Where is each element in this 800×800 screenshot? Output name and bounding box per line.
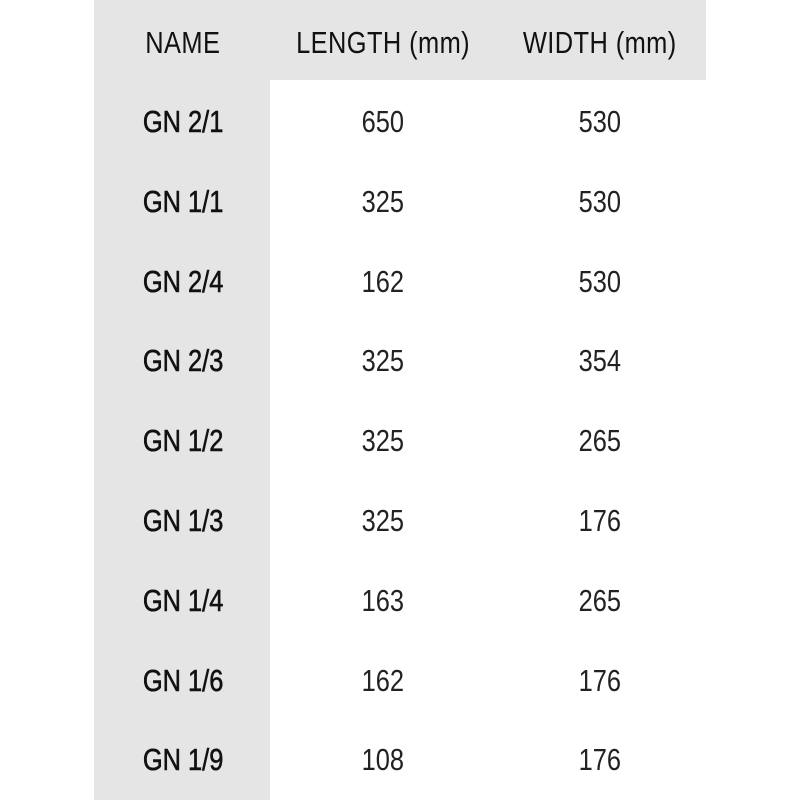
width-cell-text: 530: [578, 183, 622, 219]
length-cell: 325: [273, 321, 493, 401]
length-cell: 325: [273, 162, 493, 242]
width-cell-text: 354: [578, 343, 622, 379]
width-cell: 265: [490, 561, 710, 641]
column-header-name-text: NAME: [145, 25, 221, 60]
length-cell: 325: [273, 401, 493, 481]
width-cell-text: 530: [578, 263, 622, 299]
name-cell-text: GN 1/4: [142, 582, 224, 618]
name-column-background: [94, 0, 270, 800]
length-cell-text: 162: [361, 662, 405, 698]
column-header-name: NAME: [73, 3, 293, 83]
name-cell: GN 2/3: [73, 321, 293, 401]
name-cell: GN 1/2: [73, 401, 293, 481]
width-cell: 530: [490, 242, 710, 322]
name-cell-text: GN 1/1: [142, 183, 224, 219]
width-cell: 265: [490, 401, 710, 481]
column-header-length-text: LENGTH (mm): [296, 25, 470, 60]
length-cell-text: 163: [361, 582, 405, 618]
width-cell: 176: [490, 481, 710, 561]
length-cell: 325: [273, 481, 493, 561]
length-cell-text: 325: [361, 343, 405, 379]
width-cell-text: 530: [578, 104, 622, 139]
width-cell-text: 265: [578, 582, 622, 618]
width-cell-text: 176: [578, 503, 622, 538]
column-header-length: LENGTH (mm): [273, 3, 493, 83]
name-cell: GN 1/9: [73, 720, 293, 800]
name-cell: GN 1/6: [73, 641, 293, 721]
length-cell-text: 325: [361, 503, 405, 538]
name-cell: GN 2/4: [73, 242, 293, 322]
name-cell-text: GN 1/2: [142, 423, 224, 459]
width-cell-text: 265: [578, 423, 622, 459]
length-cell-text: 325: [361, 423, 405, 459]
length-cell: 162: [273, 242, 493, 322]
name-cell: GN 2/1: [73, 82, 293, 162]
length-cell: 163: [273, 561, 493, 641]
width-cell: 176: [490, 641, 710, 721]
width-cell: 530: [490, 82, 710, 162]
width-cell-text: 176: [578, 742, 622, 778]
length-cell-text: 108: [361, 742, 405, 778]
width-cell-text: 176: [578, 662, 622, 698]
name-cell-text: GN 2/3: [142, 343, 224, 379]
length-cell: 108: [273, 720, 493, 800]
length-cell-text: 650: [361, 104, 405, 139]
name-cell-text: GN 2/4: [142, 263, 224, 299]
name-cell-text: GN 2/1: [142, 104, 224, 140]
length-cell: 650: [273, 82, 493, 162]
name-cell: GN 1/4: [73, 561, 293, 641]
column-header-width-text: WIDTH (mm): [523, 25, 677, 60]
width-cell: 354: [490, 321, 710, 401]
name-cell: GN 1/1: [73, 162, 293, 242]
width-cell: 530: [490, 162, 710, 242]
name-cell-text: GN 1/3: [142, 503, 224, 539]
length-cell: 162: [273, 641, 493, 721]
name-cell-text: GN 1/6: [142, 662, 224, 698]
name-cell-text: GN 1/9: [142, 742, 224, 778]
column-header-width: WIDTH (mm): [490, 3, 710, 83]
length-cell-text: 325: [361, 183, 405, 219]
name-cell: GN 1/3: [73, 481, 293, 561]
width-cell: 176: [490, 720, 710, 800]
length-cell-text: 162: [361, 263, 405, 299]
